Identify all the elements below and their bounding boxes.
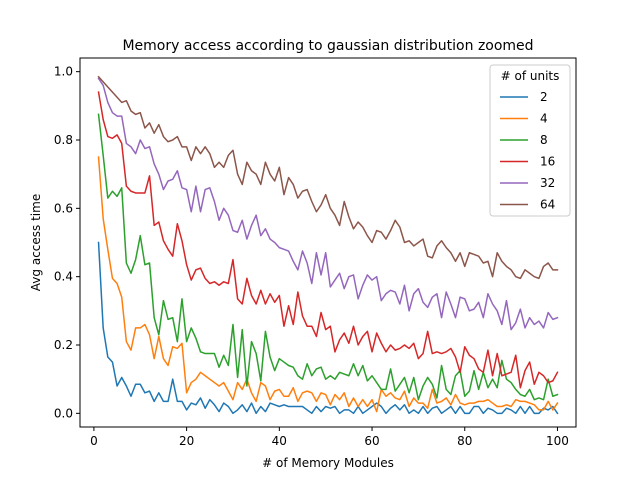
chart-title: Memory access according to gaussian dist…	[122, 38, 533, 54]
x-tick-label: 40	[272, 434, 287, 448]
series-line-2	[97, 241, 559, 415]
legend-label-8: 8	[540, 133, 548, 147]
y-tick-label: 1.0	[54, 65, 73, 79]
y-tick-label: 0.2	[54, 338, 73, 352]
x-axis-label: # of Memory Modules	[262, 456, 394, 470]
legend-items: 2 4 8 16 32 64	[500, 90, 555, 212]
legend-title: # of units	[501, 69, 560, 83]
y-tick-label: 0.0	[54, 406, 73, 420]
series-line-32	[97, 77, 559, 331]
series-layer	[97, 75, 559, 415]
y-tick-label: 0.8	[54, 133, 73, 147]
series-line-8	[97, 113, 559, 401]
x-tick-label: 60	[364, 434, 379, 448]
legend-label-4: 4	[540, 112, 548, 126]
x-tick-label: 80	[457, 434, 472, 448]
y-axis-label: Avg access time	[29, 194, 43, 291]
legend-label-2: 2	[540, 90, 548, 104]
legend-box	[489, 64, 571, 217]
x-tick-label: 100	[546, 434, 569, 448]
legend-label-64: 64	[540, 198, 555, 212]
y-tick-label: 0.6	[54, 201, 73, 215]
legend-label-32: 32	[540, 176, 555, 190]
plot-frame	[79, 57, 577, 428]
x-tick-label: 0	[90, 434, 98, 448]
x-axis: 0 20 40 60 80 100	[90, 427, 569, 448]
y-axis: 0.0 0.2 0.4 0.6 0.8 1.0	[54, 65, 80, 420]
series-line-16	[97, 91, 559, 389]
x-tick-label: 20	[179, 434, 194, 448]
legend-label-16: 16	[540, 155, 555, 169]
series-line-4	[97, 156, 559, 413]
series-line-64	[97, 75, 559, 280]
y-tick-label: 0.4	[54, 270, 73, 284]
legend: # of units 2 4 8 16 32 64	[489, 64, 571, 217]
